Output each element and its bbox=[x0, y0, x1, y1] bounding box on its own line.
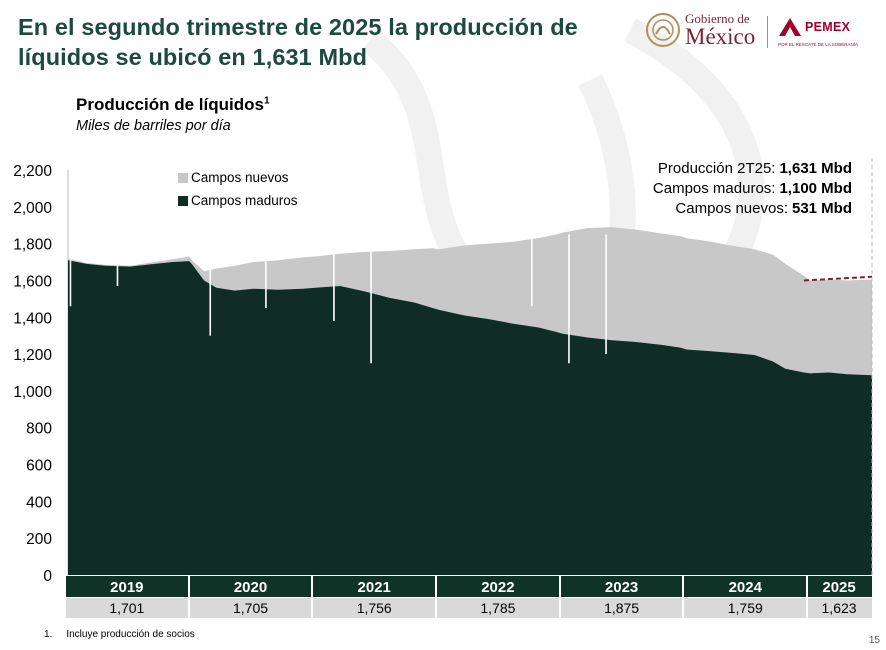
mexico-eagle-emblem-icon bbox=[646, 13, 680, 47]
year-total-2023: 1,875 bbox=[561, 598, 685, 618]
area-mature-fields bbox=[68, 260, 872, 575]
projection-dashed-line bbox=[803, 275, 873, 282]
legend-label-new-fields: Campos nuevos bbox=[191, 170, 289, 185]
year-label-2019: 2019 bbox=[66, 576, 190, 597]
year-total-2020: 1,705 bbox=[190, 598, 314, 618]
summary-value: 1,631 Mbd bbox=[779, 160, 852, 177]
y-tick-label: 1,200 bbox=[13, 347, 52, 364]
year-label-2020: 2020 bbox=[190, 576, 314, 597]
y-tick-label: 800 bbox=[26, 421, 52, 438]
logo-separator bbox=[767, 16, 768, 48]
year-header-row: 2019 2020 2021 2022 2023 2024 2025 bbox=[66, 576, 872, 597]
chart-subtitle: Miles de barriles por día bbox=[76, 118, 231, 134]
chart-legend: Campos nuevos Campos maduros bbox=[178, 166, 298, 212]
gobierno-logo-line2: México bbox=[685, 24, 756, 49]
summary-value: 531 Mbd bbox=[791, 200, 852, 217]
legend-label-mature-fields: Campos maduros bbox=[191, 193, 298, 208]
y-tick-label: 1,600 bbox=[13, 273, 52, 290]
y-tick-label: 400 bbox=[26, 494, 52, 511]
y-tick-label: 2,200 bbox=[13, 163, 52, 180]
y-axis: 0 200 400 600 800 1,000 1,200 1,400 1,600 1,800 2,… bbox=[13, 163, 69, 585]
chart-title-text: Producción de líquidos bbox=[76, 95, 264, 114]
page-number: 15 bbox=[868, 635, 880, 646]
legend-swatch-new-fields bbox=[178, 172, 188, 183]
y-tick-label: 1,800 bbox=[13, 237, 52, 254]
summary-row-mature: Campos maduros: 1,100 Mbd bbox=[653, 179, 852, 199]
summary-row-production: Producción 2T25: 1,631 Mbd bbox=[653, 159, 852, 179]
pemex-eagle-icon bbox=[779, 18, 801, 36]
y-tick-label: 2,000 bbox=[13, 200, 52, 217]
year-total-2025: 1,623 bbox=[821, 600, 857, 616]
y-tick-label: 1,000 bbox=[13, 384, 52, 401]
y-tick-label: 0 bbox=[43, 568, 52, 585]
summary-row-new: Campos nuevos: 531 Mbd bbox=[653, 199, 852, 219]
chart-title: Producción de líquidos1 bbox=[76, 95, 270, 115]
chart-title-footnote-ref: 1 bbox=[263, 95, 270, 107]
slide-title: En el segundo trimestre de 2025 la produ… bbox=[18, 14, 578, 70]
year-label-2025: 2025 bbox=[822, 579, 856, 596]
yearly-totals-table: 2019 2020 2021 2022 2023 2024 2025 1,701 1,705 1… bbox=[66, 576, 872, 618]
year-total-2024: 1,759 bbox=[684, 598, 809, 618]
production-summary: Producción 2T25: 1,631 Mbd Campos maduros… bbox=[653, 159, 852, 219]
pemex-logo-text: PEMEX bbox=[805, 20, 851, 34]
summary-label: Campos nuevos: bbox=[675, 200, 788, 217]
footnote-text: Incluye producción de socios bbox=[66, 629, 195, 640]
year-label-2023: 2023 bbox=[561, 576, 685, 597]
legend-item-mature-fields: Campos maduros bbox=[178, 189, 298, 212]
footnote-number: 1. bbox=[44, 629, 53, 640]
footnote: 1. Incluye producción de socios bbox=[44, 629, 195, 640]
year-total-2019: 1,701 bbox=[66, 598, 190, 618]
pemex-tagline: POR EL RESCATE DE LA SOBERANÍA bbox=[778, 42, 859, 47]
y-tick-label: 600 bbox=[26, 458, 52, 475]
legend-item-new-fields: Campos nuevos bbox=[178, 166, 298, 189]
summary-value: 1,100 Mbd bbox=[779, 180, 852, 197]
chart-areas bbox=[68, 158, 873, 575]
summary-label: Producción 2T25: bbox=[657, 160, 776, 177]
year-total-2022: 1,785 bbox=[437, 598, 561, 618]
legend-swatch-mature-fields bbox=[178, 195, 188, 206]
year-label-2021: 2021 bbox=[313, 576, 438, 597]
logos-header: Gobierno de México PEMEX POR EL RESCATE … bbox=[645, 8, 885, 56]
summary-label: Campos maduros: bbox=[652, 180, 776, 197]
y-tick-label: 200 bbox=[26, 531, 52, 548]
year-totals-row: 1,701 1,705 1,756 1,785 1,875 1,759 1,623 bbox=[66, 598, 872, 618]
gobierno-de-mexico-logo: Gobierno de México bbox=[685, 11, 765, 49]
year-total-2021: 1,756 bbox=[313, 598, 438, 618]
year-label-2024: 2024 bbox=[684, 576, 809, 597]
y-tick-label: 1,400 bbox=[13, 310, 52, 327]
year-label-2022: 2022 bbox=[437, 576, 561, 597]
gobierno-logo-line1: Gobierno de bbox=[685, 11, 750, 26]
